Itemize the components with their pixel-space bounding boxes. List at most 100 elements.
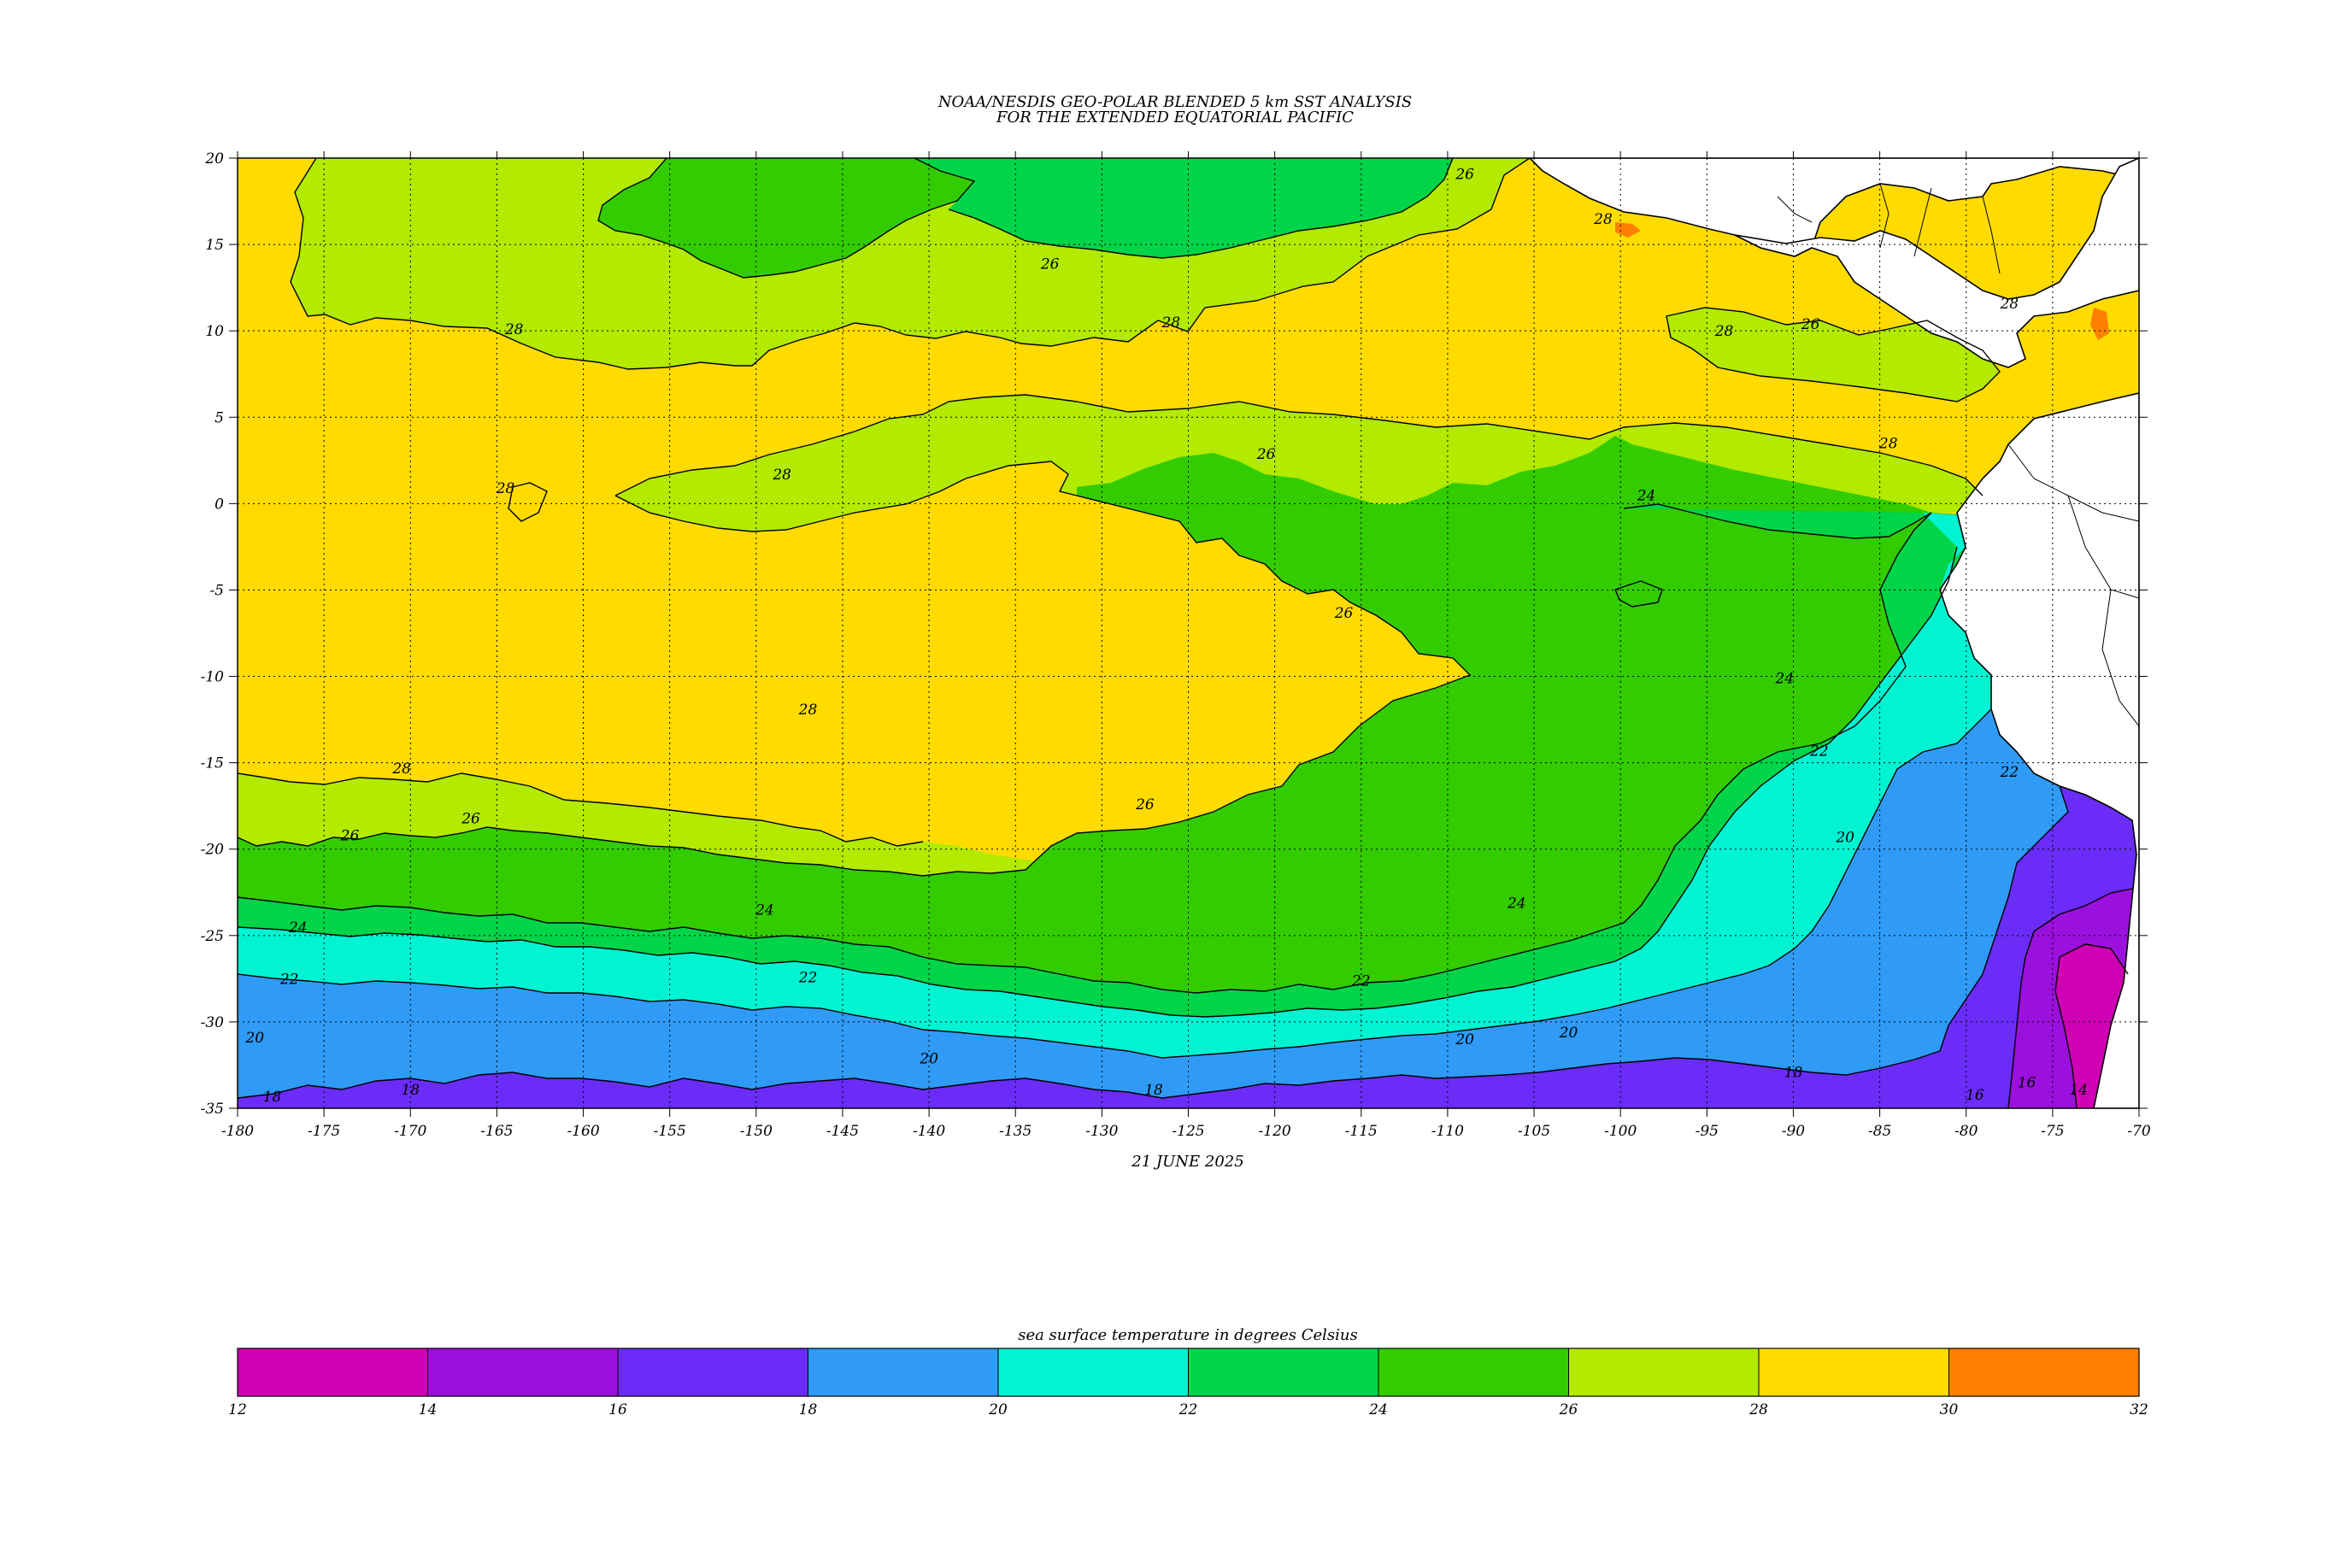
lat-tick-label: 0: [215, 496, 224, 513]
colorbar-tick-label: 16: [608, 1401, 627, 1418]
colorbar-swatch: [1758, 1348, 1949, 1397]
lon-tick-label: -75: [2041, 1123, 2064, 1140]
lon-tick-label: -125: [1172, 1123, 1204, 1140]
lon-tick-label: -110: [1431, 1123, 1464, 1140]
contour-label: 16: [1966, 1087, 1984, 1104]
contour-label: 28: [772, 467, 791, 484]
colorbar-frame: [237, 1348, 2140, 1397]
contour-label: 18: [401, 1082, 420, 1099]
colorbar-tick-label: 18: [799, 1401, 818, 1418]
lat-lon-grid: [238, 158, 2139, 1108]
date-label: 21 JUNE 2025: [1131, 1153, 1243, 1171]
contour-label: 24: [1775, 671, 1795, 688]
colorbar-swatch: [1568, 1348, 1760, 1397]
sst-region-16-18: [238, 735, 2136, 1108]
lat-tick-label: 10: [205, 323, 224, 340]
colorbar-swatch: [997, 1348, 1189, 1397]
contour-label: 20: [1559, 1025, 1578, 1042]
sst-map: 26 26 28 28 28 28 26 28 28 28 28 26 24 26 24 28 28 22 26 26…: [238, 158, 2139, 1108]
lat-tick-label: -25: [201, 928, 224, 945]
colorbar-swatch: [1188, 1348, 1379, 1397]
lon-tick-label: -80: [1954, 1123, 1978, 1140]
lon-tick-label: -70: [2127, 1123, 2151, 1140]
contour-label: 18: [1784, 1065, 1803, 1082]
colorbar-tick-label: 12: [228, 1401, 247, 1418]
lat-tick-label: 15: [205, 237, 224, 254]
contour-label: 28: [1593, 211, 1613, 228]
colorbar-swatch: [237, 1348, 428, 1397]
contour-label: 22: [279, 971, 299, 988]
contour-labels: 26 26 28 28 28 28 26 28 28 28 28 26 24 26 24 28 28 22 26 26…: [244, 166, 2088, 1106]
contour-label: 14: [2069, 1082, 2088, 1099]
contour-label: 28: [798, 702, 818, 719]
map-title-line1: NOAA/NESDIS GEO-POLAR BLENDED 5 km SST A…: [937, 93, 1412, 111]
colorbar-title: sea surface temperature in degrees Celsi…: [1018, 1326, 1358, 1344]
lon-tick-label: -170: [394, 1123, 426, 1140]
map-title-line2: FOR THE EXTENDED EQUATORIAL PACIFIC: [996, 109, 1354, 126]
contour-label: 26: [340, 828, 360, 845]
contour-label: 16: [2018, 1075, 2037, 1092]
sst-region-30-32-patch: [1615, 222, 1641, 238]
colorbar-swatch: [1378, 1348, 1569, 1397]
lat-tick-label: 5: [215, 409, 224, 426]
colorbar-tick-label: 28: [1749, 1401, 1768, 1418]
lon-tick-label: -160: [567, 1123, 599, 1140]
land-south-america: [1939, 392, 2139, 1108]
contour-label: 20: [244, 1030, 264, 1047]
lon-tick-label: -155: [654, 1123, 686, 1140]
lat-tick-label: -30: [201, 1014, 225, 1031]
contour-label: 24: [288, 919, 308, 937]
sst-region-24-26-east: [238, 436, 1931, 993]
contour-label: 28: [1161, 314, 1180, 332]
contour-label: 20: [1455, 1031, 1474, 1048]
lat-tick-label: -5: [209, 582, 224, 599]
sst-region-30-32-patch: [2090, 308, 2109, 340]
lat-tick-label: 20: [204, 150, 224, 167]
colorbar-labels: 12 14 16 18 20 22 24 26 28 30 32: [228, 1401, 2148, 1418]
lon-tick-label: -130: [1085, 1123, 1118, 1140]
lat-tick-label: -20: [201, 842, 225, 859]
lon-tick-label: -95: [1696, 1123, 1719, 1140]
colorbar-swatch: [427, 1348, 619, 1397]
land-central-america-isthmus: [1734, 158, 2139, 368]
colorbar-tick-label: 14: [419, 1401, 438, 1418]
contour-label: 26: [1256, 446, 1276, 463]
contour-label: 26: [461, 810, 480, 827]
colorbar-tick-label: 20: [988, 1401, 1008, 1418]
colorbar-swatch: [1948, 1348, 2140, 1397]
lon-tick-label: -105: [1518, 1123, 1550, 1140]
lon-tick-label: -90: [1782, 1123, 1806, 1140]
contour-label: 22: [1809, 743, 1829, 761]
contour-label: 26: [1334, 605, 1354, 622]
contour-label: 22: [798, 969, 818, 986]
colorbar-tick-label: 30: [1940, 1401, 1959, 1418]
contour-label: 26: [1040, 255, 1060, 273]
contour-label: 24: [755, 902, 774, 919]
contour-label: 26: [1801, 316, 1820, 333]
contour-label: 24: [1637, 487, 1656, 504]
colorbar-tick-label: 26: [1559, 1401, 1578, 1418]
contour-label: 28: [496, 480, 515, 497]
contour-label: 20: [919, 1050, 938, 1067]
contour-label: 28: [504, 321, 524, 338]
title-block: NOAA/NESDIS GEO-POLAR BLENDED 5 km SST A…: [937, 93, 1412, 126]
map-axes: -180 -175 -170 -165 -160 -155 -150 -145 -140 -135…: [201, 150, 2151, 1140]
country-borders: [1777, 183, 2139, 727]
contour-label: 18: [1144, 1082, 1163, 1099]
lon-tick-label: -140: [913, 1123, 945, 1140]
contour-label: 22: [1351, 972, 1371, 990]
sst-region-26-28-east: [1666, 308, 2000, 402]
contour-label: 20: [1835, 830, 1854, 847]
contour-label: 28: [1714, 323, 1734, 340]
lon-tick-label: -180: [221, 1123, 254, 1140]
contour-label: 24: [1507, 895, 1526, 912]
sst-region-22-24-north: [914, 158, 1453, 258]
lon-tick-label: -145: [826, 1123, 859, 1140]
lon-tick-label: -150: [740, 1123, 773, 1140]
colorbar-tick-label: 22: [1178, 1401, 1198, 1418]
contour-label: 26: [1455, 166, 1474, 183]
lat-tick-label: -15: [201, 755, 224, 772]
contour-label: 26: [1135, 796, 1155, 813]
colorbar-swatch: [617, 1348, 808, 1397]
